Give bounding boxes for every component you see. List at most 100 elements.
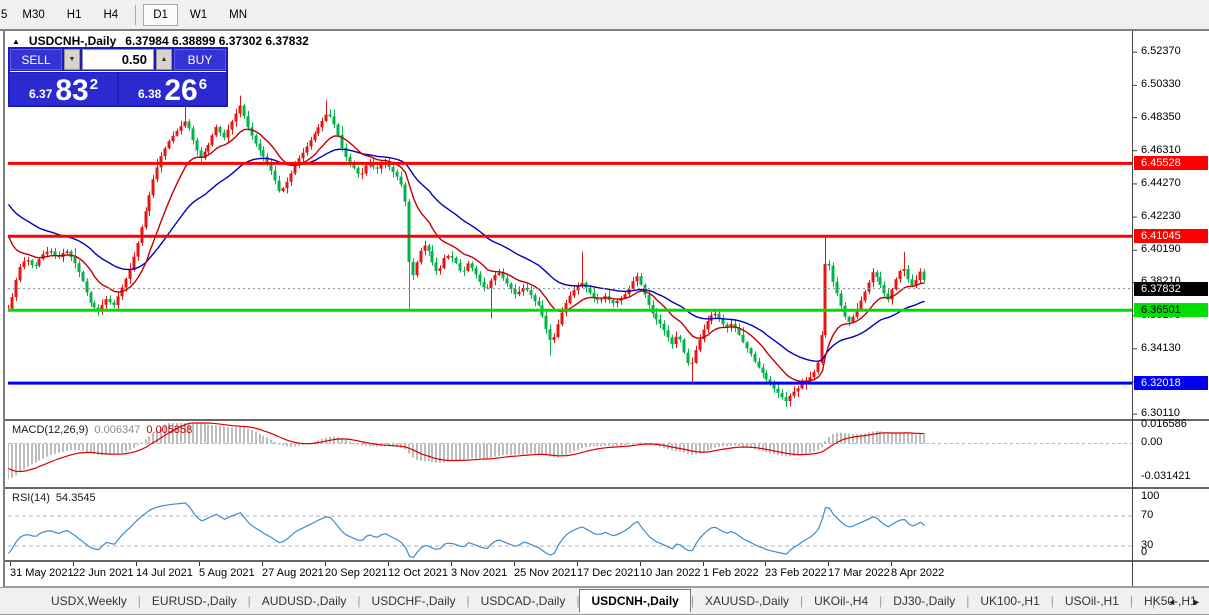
tab-scroll-arrows: | ◄ ► xyxy=(1152,588,1205,615)
date-tick-label: 25 Nov 2021 xyxy=(514,567,577,579)
chart-tab-usoil-h1[interactable]: USOil-,H1 xyxy=(1064,594,1119,608)
date-tick-label: 3 Nov 2021 xyxy=(451,567,508,579)
date-tick-label: 27 Aug 2021 xyxy=(262,567,324,579)
date-tick-label: 31 May 2021 xyxy=(10,567,74,579)
tab-separator: | xyxy=(879,594,883,608)
date-tick-label: 20 Sep 2021 xyxy=(325,567,388,579)
tab-separator: | xyxy=(466,594,470,608)
price-tick-label: 6.48350 xyxy=(1141,110,1181,123)
triangle-down-icon: ▼ xyxy=(68,56,76,63)
triangle-up-icon: ▲ xyxy=(160,56,168,63)
timeframe-button-w1[interactable]: W1 xyxy=(189,8,208,21)
date-tick-label: 1 Feb 2022 xyxy=(703,567,759,579)
date-tick-label: 17 Mar 2022 xyxy=(828,567,890,579)
chart-symbol-label: USDCNH-,Daily xyxy=(28,34,117,48)
volume-decrease-button[interactable]: ▼ xyxy=(64,49,80,70)
timeframe-button-h4[interactable]: H4 xyxy=(103,8,119,21)
price-tick-label: 6.46310 xyxy=(1141,143,1181,156)
timeframe-button-h1[interactable]: H1 xyxy=(66,8,82,21)
sell-price-display[interactable]: 6.37 83 2 xyxy=(10,73,117,105)
timeframe-buttons: M30 H1 H4 D1 W1 MN xyxy=(11,3,258,26)
rsi-axis-label: 30 xyxy=(1141,539,1154,551)
level-price-label: 6.41045 xyxy=(1134,229,1208,244)
price-tick-label: 6.34130 xyxy=(1141,341,1181,354)
price-tick-label: 6.44270 xyxy=(1141,176,1181,189)
macd-axis-label: 0.00 xyxy=(1141,436,1163,448)
price-tick-label: 6.42230 xyxy=(1141,210,1181,223)
rsi-value: 54.3545 xyxy=(55,492,96,504)
date-tick-label: 8 Apr 2022 xyxy=(891,567,945,579)
macd-indicator-label: MACD(12,26,9) 0.006347 0.005858 xyxy=(12,424,192,436)
level-price-label: 6.45528 xyxy=(1134,156,1208,171)
level-price-label: 6.36501 xyxy=(1134,303,1208,318)
tab-separator: | xyxy=(690,594,694,608)
sell-price-digits: 83 xyxy=(55,73,89,107)
tab-separator: | xyxy=(247,594,251,608)
chart-tab-audusd-daily[interactable]: AUDUSD-,Daily xyxy=(261,594,347,608)
current-price-label: 6.37832 xyxy=(1134,281,1208,296)
chart-tab-eurusd-daily[interactable]: EURUSD-,Daily xyxy=(151,594,237,608)
date-tick-label: 22 Jun 2021 xyxy=(73,567,134,579)
chart-tab-bar: USDX,Weekly | EURUSD-,Daily | AUDUSD-,Daily |… xyxy=(0,587,1209,614)
macd-axis-label: -0.031421 xyxy=(1141,470,1191,482)
tab-separator: | xyxy=(357,594,361,608)
rsi-name: RSI(14) xyxy=(12,492,50,504)
chart-tab-usdcad-daily[interactable]: USDCAD-,Daily xyxy=(480,594,566,608)
price-tick-label: 6.50330 xyxy=(1141,78,1181,91)
collapse-panel-icon[interactable]: ▲ xyxy=(12,36,20,46)
level-price-label: 6.32018 xyxy=(1134,376,1208,391)
rsi-axis-label: 0 xyxy=(1141,546,1148,558)
sell-price-prefix: 6.37 xyxy=(28,87,53,101)
date-tick-label: 23 Feb 2022 xyxy=(765,567,827,579)
macd-value: 0.006347 xyxy=(94,424,141,436)
chart-title: ▲ USDCNH-,Daily 6.37984 6.38899 6.37302 … xyxy=(12,34,309,48)
buy-button[interactable]: BUY xyxy=(174,49,226,70)
chart-tab-dj30-daily[interactable]: DJ30-,Daily xyxy=(893,594,956,608)
date-tick-label: 17 Dec 2021 xyxy=(577,567,640,579)
date-tick-label: 5 Aug 2021 xyxy=(199,567,255,579)
timeframe-button-m30[interactable]: M30 xyxy=(22,8,45,21)
chart-tab-usdchf-daily[interactable]: USDCHF-,Daily xyxy=(371,594,456,608)
tab-separator: | xyxy=(576,594,580,608)
rsi-indicator-label: RSI(14) 54.3545 xyxy=(12,492,96,504)
timeframe-button-mn[interactable]: MN xyxy=(229,8,248,21)
buy-price-prefix: 6.38 xyxy=(137,87,162,101)
chart-tab-uk100-h1[interactable]: UK100-,H1 xyxy=(980,594,1040,608)
tab-separator: | xyxy=(137,594,141,608)
price-tick-label: 6.40190 xyxy=(1141,243,1181,256)
rsi-axis-label: 100 xyxy=(1141,490,1160,502)
buy-price-digits: 26 xyxy=(164,73,198,107)
chart-tab-hk50-h1[interactable]: HK50-,H1 xyxy=(1144,594,1197,608)
buy-price-pip: 6 xyxy=(198,76,208,93)
sell-price-pip: 2 xyxy=(89,76,99,93)
volume-input[interactable]: 0.50 xyxy=(82,49,154,70)
timeframe-button-partial[interactable]: 5 xyxy=(1,8,8,21)
price-tick-label: 6.52370 xyxy=(1141,45,1181,58)
buy-price-display[interactable]: 6.38 26 6 xyxy=(119,73,226,105)
trade-prices-row: 6.37 83 2 6.38 26 6 xyxy=(10,73,226,105)
chart-surface[interactable] xyxy=(5,32,1132,562)
scroll-right-icon[interactable]: ► xyxy=(1192,596,1201,607)
chart-tab-xauusd-daily[interactable]: XAUUSD-,Daily xyxy=(704,594,789,608)
chart-ohlc-values: 6.37984 6.38899 6.37302 6.37832 xyxy=(125,34,309,48)
date-tick-label: 10 Jan 2022 xyxy=(640,567,701,579)
chart-tabs: USDX,Weekly | EURUSD-,Daily | AUDUSD-,Daily |… xyxy=(40,589,1208,613)
chart-tab-usdcnh-daily[interactable]: USDCNH-,Daily xyxy=(579,589,691,613)
sell-button[interactable]: SELL xyxy=(10,49,62,70)
tab-separator: | xyxy=(1050,594,1054,608)
date-tick-label: 12 Oct 2021 xyxy=(388,567,448,579)
one-click-trade-panel: SELL ▼ 0.50 ▲ BUY 6.37 83 2 6.38 26 6 xyxy=(8,47,228,107)
chart-tab-ukoil-h4[interactable]: UKOil-,H4 xyxy=(814,594,869,608)
chart-tab-usdx-weekly[interactable]: USDX,Weekly xyxy=(51,594,127,608)
tab-separator: | xyxy=(1129,594,1134,608)
tab-separator: | xyxy=(966,594,970,608)
tab-separator: | xyxy=(1152,594,1156,609)
tab-separator: | xyxy=(799,594,804,608)
scroll-left-icon[interactable]: ◄ xyxy=(1167,596,1177,607)
macd-name: MACD(12,26,9) xyxy=(12,424,89,436)
timeframe-button-d1[interactable]: D1 xyxy=(143,3,178,26)
timeframe-toolbar: 5 M30 H1 H4 D1 W1 MN xyxy=(0,0,1209,29)
price-tick-label: 6.30110 xyxy=(1141,407,1180,420)
volume-increase-button[interactable]: ▲ xyxy=(156,49,172,70)
